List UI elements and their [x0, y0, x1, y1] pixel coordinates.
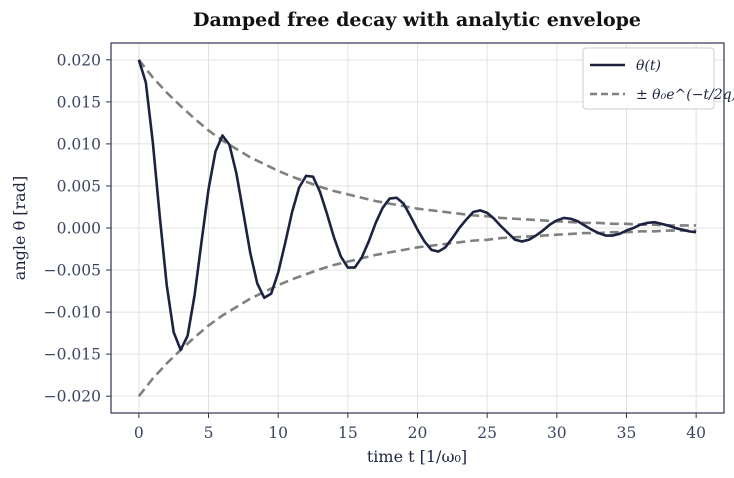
- y-tick-label: −0.005: [44, 262, 101, 280]
- y-axis-label: angle θ [rad]: [10, 176, 29, 280]
- y-tick-label: 0.000: [57, 220, 101, 238]
- series-layer: [137, 59, 697, 397]
- y-tick-label: 0.005: [57, 177, 101, 195]
- y-tick-label: 0.010: [57, 135, 101, 153]
- chart-title: Damped free decay with analytic envelope: [193, 9, 641, 31]
- legend-entry-envelope: ± θ₀e^(−t/2q): [636, 87, 734, 103]
- x-tick-label: 0: [134, 424, 144, 442]
- y-tick-label: −0.010: [44, 304, 101, 322]
- x-tick-label: 25: [477, 424, 497, 442]
- y-tick-label: −0.020: [44, 388, 101, 406]
- legend: θ(t) ± θ₀e^(−t/2q): [582, 47, 734, 110]
- series-theta: [137, 59, 697, 352]
- x-axis-label: time t [1/ω₀]: [367, 447, 467, 466]
- y-tick-label: 0.020: [57, 51, 101, 69]
- x-tick-label: 10: [268, 424, 288, 442]
- series-envelope-lower: [137, 229, 697, 397]
- x-tick-label: 5: [204, 424, 214, 442]
- series-envelope-upper: [137, 59, 697, 227]
- y-tick-label: −0.015: [44, 346, 101, 364]
- x-tick-label: 15: [338, 424, 358, 442]
- x-tick-label: 20: [408, 424, 428, 442]
- axis-ticks: 0 5 10 15 20 25 30 35 40 0.020 0.015 0.010 0.005 0.00…: [44, 51, 706, 442]
- plot-frame: [110, 42, 725, 414]
- x-tick-label: 30: [547, 424, 567, 442]
- y-tick-label: 0.015: [57, 93, 101, 111]
- legend-entry-theta: θ(t): [636, 58, 661, 74]
- x-tick-label: 40: [686, 424, 706, 442]
- x-tick-label: 35: [617, 424, 637, 442]
